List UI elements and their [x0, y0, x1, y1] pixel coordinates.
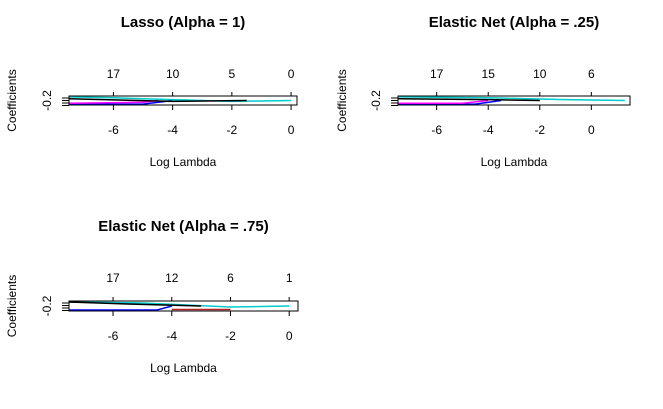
x-tick-label: -6: [108, 329, 119, 343]
y-axis-label: Coefficients: [5, 69, 19, 131]
x-tick-label: -2: [227, 123, 238, 137]
panel-lasso: Lasso (Alpha = 1) -6 -4 -2 0 17 10 5 0 -0.2 Log La…: [5, 14, 298, 169]
chart-title: Lasso (Alpha = 1): [121, 14, 246, 31]
x-axis-label: Log Lambda: [481, 155, 548, 169]
top-tick-label: 10: [166, 67, 180, 81]
top-tick-label: 17: [106, 271, 120, 285]
series-line-4: [69, 301, 202, 307]
series-line-4: [69, 97, 247, 103]
x-tick-label: -2: [225, 329, 236, 343]
x-tick-label: -4: [167, 123, 178, 137]
x-tick-label: 0: [588, 123, 595, 137]
chart-title: Elastic Net (Alpha = .25): [429, 14, 599, 31]
y-tick-label: -0.2: [369, 90, 383, 111]
top-tick-label: 0: [288, 67, 295, 81]
top-tick-label: 5: [229, 67, 236, 81]
series-line-4: [398, 97, 540, 102]
top-tick-label: 10: [533, 67, 547, 81]
chart-title: Elastic Net (Alpha = .75): [98, 218, 268, 235]
x-tick-label: -6: [108, 123, 119, 137]
x-tick-label: 0: [288, 123, 295, 137]
x-axis-label: Log Lambda: [150, 361, 217, 375]
series-line-1: [398, 99, 502, 105]
x-tick-label: 0: [286, 329, 293, 343]
x-tick-label: -4: [483, 123, 494, 137]
top-tick-label: 6: [227, 271, 234, 285]
y-tick-label: -0.2: [40, 295, 54, 316]
y-axis-label: Coefficients: [335, 69, 349, 131]
top-tick-label: 17: [430, 67, 444, 81]
panel-elastic-net-075: Elastic Net (Alpha = .75) -6 -4 -2 0 17 12 6 1 -0…: [5, 218, 299, 375]
top-tick-label: 17: [107, 67, 121, 81]
top-tick-label: 6: [588, 67, 595, 81]
top-tick-label: 1: [286, 271, 293, 285]
panel-elastic-net-025: Elastic Net (Alpha = .25) -6 -4 -2 0 17 15 10 6 -…: [335, 14, 631, 169]
x-tick-label: -4: [166, 329, 177, 343]
y-tick-label: -0.2: [40, 90, 54, 111]
y-axis-label: Coefficients: [5, 275, 19, 337]
series-line-2: [69, 96, 292, 103]
x-tick-label: -2: [534, 123, 545, 137]
top-tick-label: 12: [165, 271, 179, 285]
series-line-1: [69, 305, 172, 311]
series-line-3: [398, 99, 489, 104]
top-tick-label: 15: [482, 67, 496, 81]
x-tick-label: -6: [431, 123, 442, 137]
x-axis-label: Log Lambda: [150, 155, 217, 169]
series-line-2: [398, 96, 625, 102]
